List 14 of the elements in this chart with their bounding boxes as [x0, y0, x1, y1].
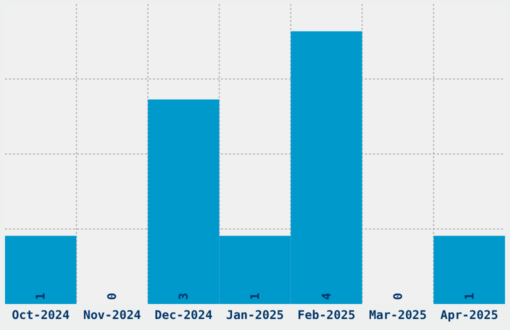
x-tick-label: Mar-2025 — [368, 308, 427, 322]
data-label: 3 — [176, 292, 191, 300]
data-label: 1 — [248, 292, 262, 300]
x-tick-label: Feb-2025 — [298, 308, 356, 322]
x-tick-label: Apr-2025 — [440, 308, 498, 322]
data-label: 4 — [319, 292, 334, 300]
data-label: 0 — [105, 292, 120, 300]
x-tick-label: Oct-2024 — [12, 308, 70, 322]
data-label: 1 — [462, 292, 476, 300]
x-tick-label: Nov-2024 — [83, 308, 142, 322]
data-label: 0 — [390, 292, 405, 300]
data-label: 1 — [34, 292, 48, 300]
x-tick-label: Dec-2024 — [154, 308, 212, 322]
x-tick-label: Jan-2025 — [226, 308, 284, 322]
